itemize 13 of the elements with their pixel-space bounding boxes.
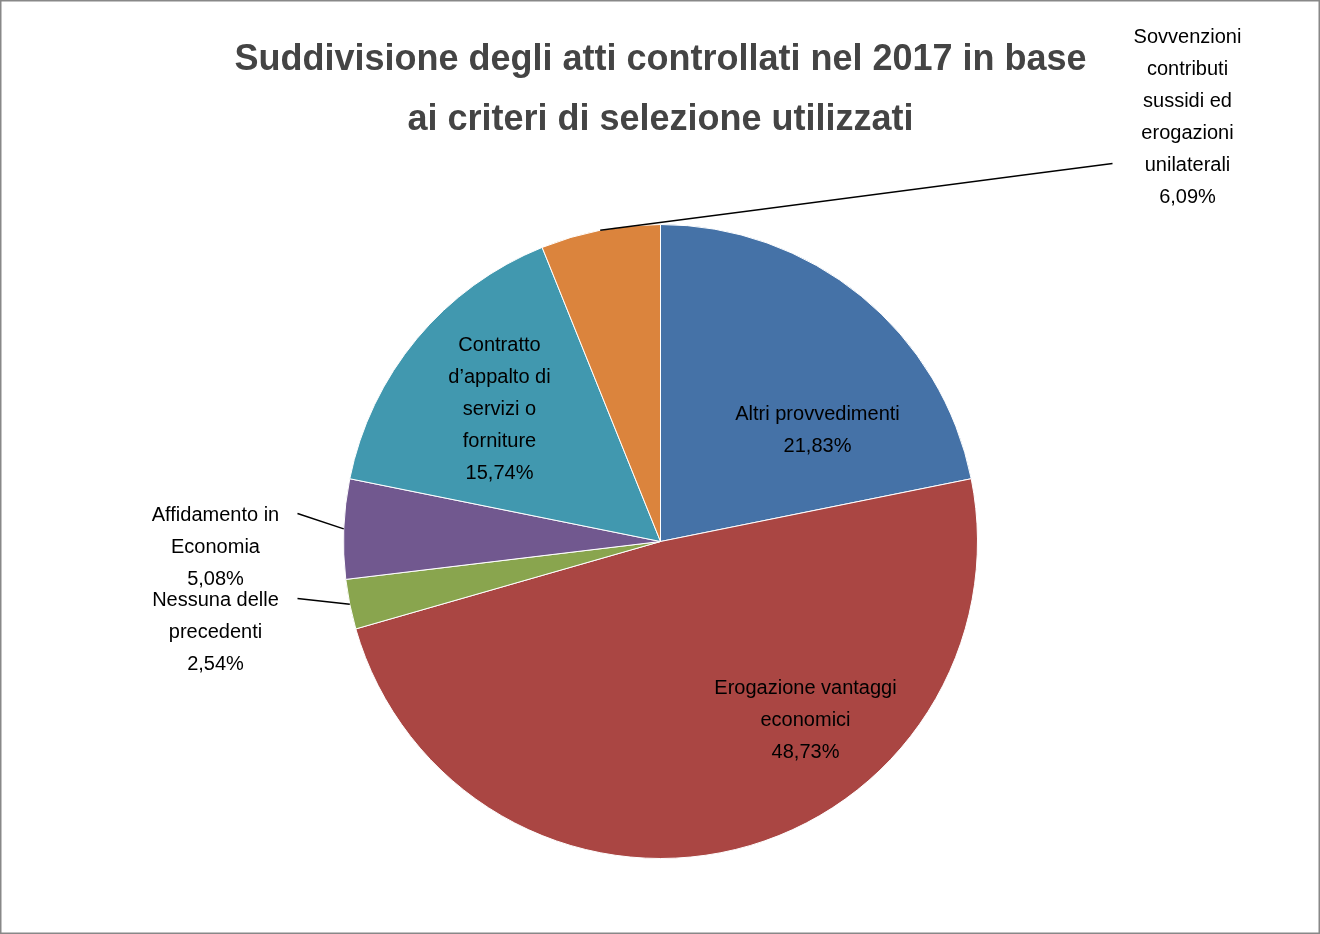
data-label: 15,74% [465,460,534,483]
data-label: 2,54% [187,651,245,674]
data-label: 48,73% [771,739,840,762]
data-label: 5,08% [187,566,245,589]
slice-label: Contratto d’appalto di servizi o forniture [448,332,551,451]
data-label: 6,09% [1159,184,1217,207]
slice-label: Altri provvedimenti [735,401,900,424]
slice-label: Nessuna delle precedenti [152,587,279,642]
slice-label: Sovvenzioni contributi sussidi ed erogazioni unilaterali [1133,24,1242,175]
text: Suddivisione degli atti controllati nel 2017 in base ai criteri di selezione utilizzati [234,37,1087,138]
data-label: 21,83% [783,433,852,456]
slice-label: Erogazione vantaggi economici [714,675,897,730]
slice-label: Affidamento in Economia [151,502,280,557]
